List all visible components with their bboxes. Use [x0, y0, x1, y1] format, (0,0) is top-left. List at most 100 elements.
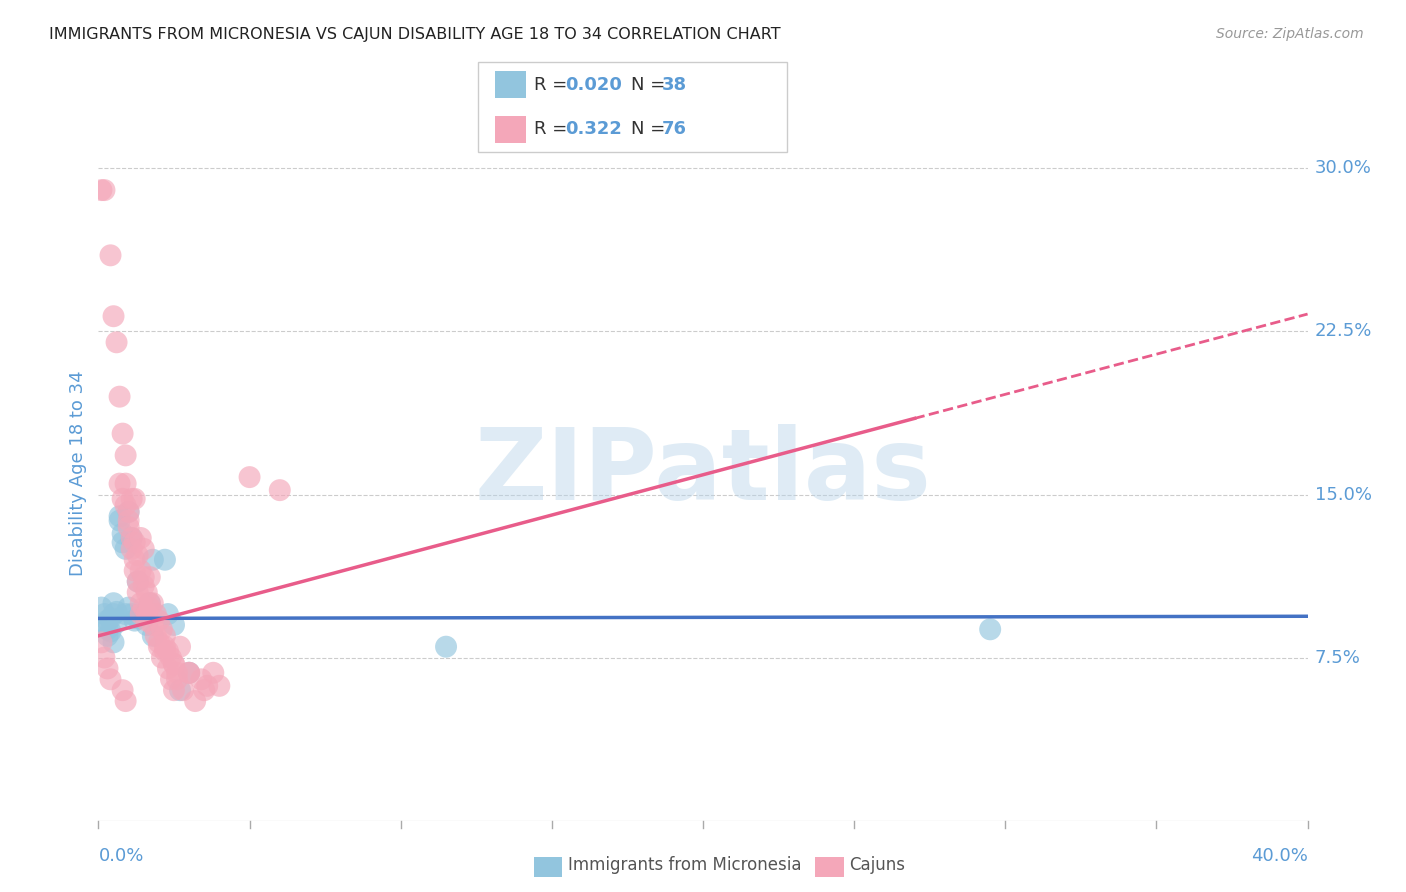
Point: [118, 600, 141, 615]
Point: [129, 564, 152, 578]
Point: [132, 600, 155, 615]
Point: [124, 614, 146, 628]
Point: [129, 607, 152, 621]
Point: [166, 673, 188, 687]
Point: [121, 531, 143, 545]
Point: [100, 248, 122, 262]
Point: [434, 640, 457, 654]
Point: [121, 541, 143, 556]
Point: [111, 426, 134, 441]
Point: [127, 574, 149, 589]
Text: 0.020: 0.020: [565, 76, 621, 94]
Point: [111, 491, 134, 506]
Point: [177, 665, 201, 680]
Point: [135, 585, 157, 599]
Text: 40.0%: 40.0%: [1251, 847, 1308, 865]
Point: [103, 596, 125, 610]
Point: [190, 673, 212, 687]
Text: 7.5%: 7.5%: [1315, 648, 1361, 666]
Point: [129, 531, 152, 545]
Point: [90, 635, 112, 649]
Text: 15.0%: 15.0%: [1315, 485, 1372, 503]
Point: [96, 661, 118, 675]
Point: [124, 564, 146, 578]
Point: [124, 552, 146, 567]
Text: N =: N =: [631, 120, 671, 138]
Text: 0.322: 0.322: [565, 120, 621, 138]
Point: [132, 607, 155, 621]
Point: [169, 640, 191, 654]
Point: [96, 623, 118, 637]
Point: [979, 623, 1001, 637]
Point: [166, 665, 188, 680]
Point: [108, 514, 131, 528]
Point: [108, 509, 131, 524]
Point: [153, 552, 176, 567]
Point: [108, 390, 131, 404]
Point: [135, 618, 157, 632]
Point: [269, 483, 291, 498]
Point: [103, 635, 125, 649]
Point: [118, 505, 141, 519]
Point: [93, 618, 115, 632]
Point: [156, 644, 179, 658]
Point: [148, 635, 170, 649]
Point: [129, 596, 152, 610]
Point: [160, 673, 183, 687]
Point: [121, 607, 143, 621]
Point: [108, 476, 131, 491]
Point: [142, 618, 165, 632]
Text: 38: 38: [662, 76, 688, 94]
Point: [148, 640, 170, 654]
Point: [100, 611, 122, 625]
Point: [111, 535, 134, 549]
Point: [90, 183, 112, 197]
Point: [239, 470, 262, 484]
Point: [121, 531, 143, 545]
Point: [142, 596, 165, 610]
Point: [100, 673, 122, 687]
Text: 30.0%: 30.0%: [1315, 160, 1371, 178]
Text: R =: R =: [534, 120, 574, 138]
Y-axis label: Disability Age 18 to 34: Disability Age 18 to 34: [69, 370, 87, 575]
Point: [124, 535, 146, 549]
Point: [96, 629, 118, 643]
Point: [139, 600, 162, 615]
Point: [127, 585, 149, 599]
Point: [90, 600, 112, 615]
Point: [132, 579, 155, 593]
Point: [139, 596, 162, 610]
Point: [153, 644, 176, 658]
Point: [105, 335, 128, 350]
Text: 76: 76: [662, 120, 688, 138]
Text: 22.5%: 22.5%: [1315, 322, 1372, 341]
Point: [100, 624, 122, 639]
Point: [142, 552, 165, 567]
Point: [103, 309, 125, 323]
Point: [127, 574, 149, 589]
Point: [177, 665, 201, 680]
Point: [135, 607, 157, 621]
Point: [163, 657, 186, 671]
Text: ZIPatlas: ZIPatlas: [475, 425, 931, 521]
Point: [114, 499, 136, 513]
Point: [202, 665, 225, 680]
Point: [132, 570, 155, 584]
Point: [114, 448, 136, 462]
Point: [163, 657, 186, 671]
Point: [150, 650, 173, 665]
Point: [127, 549, 149, 563]
Point: [118, 505, 141, 519]
Point: [103, 607, 125, 621]
Point: [156, 661, 179, 675]
Text: Source: ZipAtlas.com: Source: ZipAtlas.com: [1216, 27, 1364, 41]
Point: [105, 605, 128, 619]
Point: [118, 514, 141, 528]
Point: [153, 640, 176, 654]
Point: [111, 526, 134, 541]
Point: [111, 683, 134, 698]
Point: [93, 650, 115, 665]
Point: [127, 611, 149, 625]
Point: [145, 629, 167, 643]
Point: [208, 679, 231, 693]
